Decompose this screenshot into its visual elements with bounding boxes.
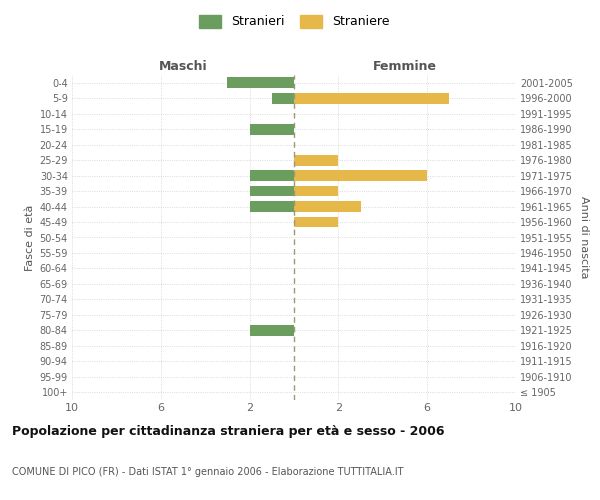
Bar (227, 78, 294, 88)
Text: COMUNE DI PICO (FR) - Dati ISTAT 1° gennaio 2006 - Elaborazione TUTTITALIA.IT: COMUNE DI PICO (FR) - Dati ISTAT 1° genn… (12, 467, 404, 477)
Bar (250, 170, 294, 181)
Bar (272, 93, 294, 104)
Text: Femmine: Femmine (373, 60, 437, 74)
Bar (294, 170, 427, 181)
Bar (294, 154, 338, 166)
Bar (250, 186, 294, 196)
Bar (250, 201, 294, 212)
Text: Popolazione per cittadinanza straniera per età e sesso - 2006: Popolazione per cittadinanza straniera p… (12, 425, 445, 438)
Bar (294, 201, 361, 212)
Bar (294, 186, 338, 196)
Bar (250, 124, 294, 134)
Bar (250, 325, 294, 336)
Text: Maschi: Maschi (158, 60, 208, 74)
Bar (294, 93, 449, 104)
Bar (294, 216, 338, 228)
Y-axis label: Fasce di età: Fasce di età (25, 204, 35, 270)
Y-axis label: Anni di nascita: Anni di nascita (578, 196, 589, 279)
Legend: Stranieri, Straniere: Stranieri, Straniere (194, 10, 395, 34)
